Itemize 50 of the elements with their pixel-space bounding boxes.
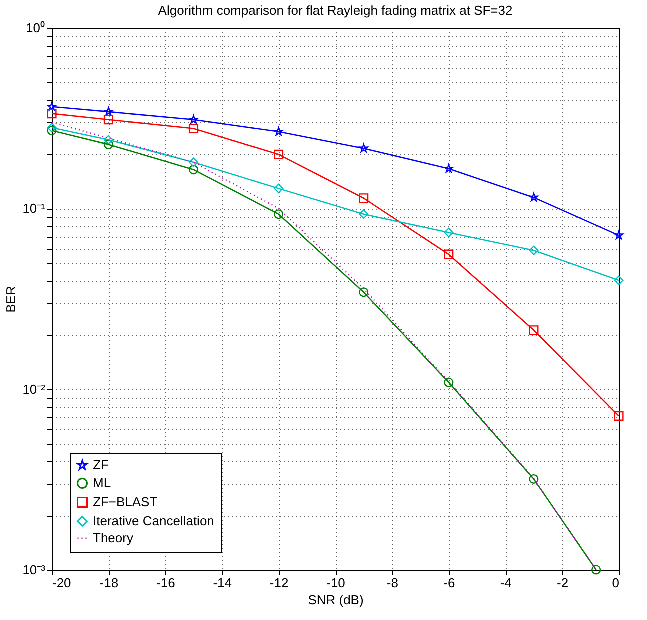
point [104,135,114,145]
legend-label: ZF [93,458,109,472]
point [592,565,602,575]
y-tick-label: 10⁰ [26,20,46,36]
y-axis-title: BER [4,286,19,313]
point [274,210,284,220]
point [444,378,454,388]
y-tick-label: 10⁻² [22,382,46,397]
point [444,228,454,238]
point [529,326,539,336]
point [274,150,284,160]
point [614,276,624,286]
x-tick-label: -4 [500,576,512,590]
x-tick-label: -10 [326,576,346,590]
x-tick-label: -6 [444,576,456,590]
point [188,165,199,175]
point [359,194,369,204]
x-tick-label: -2 [557,576,569,590]
point [614,411,624,421]
x-tick-label: -18 [100,576,119,590]
x-tick-label: 0 [612,576,620,590]
point [47,102,57,111]
x-tick-label: -16 [156,576,176,590]
chart-title: Algorithm comparison for flat Rayleigh fading matrix at SF=32 [158,3,513,18]
y-tick-label: 10⁻¹ [22,201,46,216]
y-tick-label: 10⁻³ [22,562,46,578]
point [359,288,369,298]
point [47,109,57,119]
x-tick-label: -20 [52,576,72,590]
x-tick-label: -12 [270,576,289,590]
point [188,158,199,168]
point [104,140,114,150]
point [359,210,369,220]
point [274,184,284,194]
point [614,230,624,240]
point [188,124,199,134]
x-tick-label: -8 [386,576,398,590]
point [47,123,57,133]
point [529,474,539,484]
point [47,126,57,136]
point [529,246,539,256]
point [104,115,114,125]
x-tick-label: -14 [213,576,232,590]
point [444,250,454,260]
legend-label: ML [93,476,112,490]
point [529,192,539,202]
x-axis-title: SNR (dB) [308,592,364,608]
legend-label: Theory [93,530,134,546]
legend-label: ZF−BLAST [93,494,158,510]
legend-label: Iterative Cancellation [93,514,214,528]
